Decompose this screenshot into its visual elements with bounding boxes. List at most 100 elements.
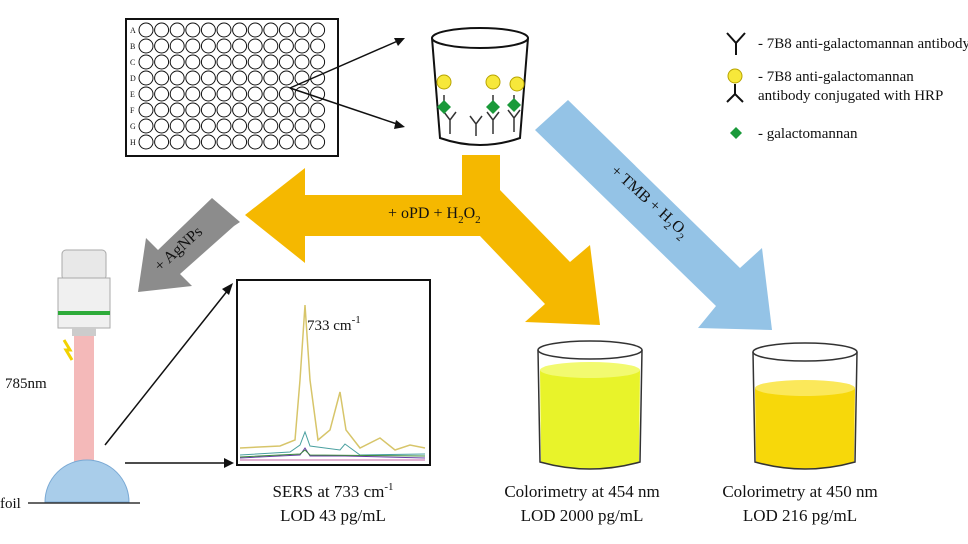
well	[263, 54, 279, 70]
droplet	[44, 459, 130, 503]
well	[138, 86, 154, 102]
arrow-head	[222, 283, 233, 295]
laser-beam	[74, 336, 94, 466]
beaker-opd	[537, 340, 643, 470]
well	[278, 86, 294, 102]
well	[263, 102, 279, 118]
foil-label: foil	[0, 496, 21, 512]
well	[247, 86, 263, 102]
well	[232, 70, 248, 86]
well	[138, 134, 154, 150]
well-cup	[431, 27, 529, 146]
well	[138, 102, 154, 118]
well	[263, 86, 279, 102]
well	[185, 134, 201, 150]
sers-arrows	[104, 289, 229, 464]
well	[138, 70, 154, 86]
tmb-lod: LOD 216 pg/mL	[743, 506, 857, 525]
label-part: -1	[384, 481, 393, 493]
well	[169, 86, 185, 102]
well	[247, 70, 263, 86]
tmb-arrow	[535, 100, 772, 330]
well	[200, 118, 216, 134]
well	[185, 118, 201, 134]
well	[169, 70, 185, 86]
objective	[57, 249, 111, 336]
label-part: 2	[458, 214, 464, 226]
well	[247, 54, 263, 70]
sers-lod: LOD 43 pg/mL	[280, 506, 386, 525]
label-part: SERS at 733 cm	[272, 482, 384, 501]
well	[216, 102, 232, 118]
well	[216, 70, 232, 86]
well	[247, 102, 263, 118]
well	[169, 134, 185, 150]
well	[154, 118, 170, 134]
well	[310, 118, 326, 134]
well	[232, 86, 248, 102]
well	[138, 54, 154, 70]
well	[263, 38, 279, 54]
row-label: D	[130, 74, 136, 83]
well	[138, 22, 154, 38]
well	[216, 86, 232, 102]
well	[294, 22, 310, 38]
well	[185, 54, 201, 70]
well	[200, 22, 216, 38]
antigen-icon	[730, 127, 742, 139]
well	[278, 118, 294, 134]
well	[278, 38, 294, 54]
label-part: O	[464, 205, 476, 222]
well	[232, 102, 248, 118]
arrow-head	[224, 458, 234, 468]
well	[200, 70, 216, 86]
row-label: H	[130, 138, 136, 147]
well	[154, 70, 170, 86]
well	[185, 38, 201, 54]
well	[154, 86, 170, 102]
well	[294, 118, 310, 134]
opd-arrow	[245, 155, 600, 325]
well	[232, 22, 248, 38]
well	[154, 38, 170, 54]
well	[278, 22, 294, 38]
label-part: 733 cm	[307, 318, 352, 334]
well	[185, 86, 201, 102]
well	[278, 134, 294, 150]
well	[263, 118, 279, 134]
well	[294, 54, 310, 70]
arrow-head	[394, 38, 405, 46]
well	[138, 38, 154, 54]
well	[247, 134, 263, 150]
well	[216, 134, 232, 150]
well	[216, 54, 232, 70]
well	[200, 38, 216, 54]
peak-label: 733 cm-1	[307, 314, 361, 334]
well	[278, 102, 294, 118]
spectrum-box	[236, 279, 431, 466]
laser-icon	[62, 339, 74, 361]
opd-lod: LOD 2000 pg/mL	[521, 506, 644, 525]
label-part: 2	[475, 214, 481, 226]
well	[200, 134, 216, 150]
well	[185, 102, 201, 118]
well	[185, 70, 201, 86]
well	[154, 134, 170, 150]
well	[294, 102, 310, 118]
agnps-arrow	[138, 198, 240, 292]
tmb-caption: Colorimetry at 450 nm	[722, 482, 877, 501]
legend-text: antibody conjugated with HRP	[758, 88, 943, 104]
well	[216, 118, 232, 134]
arrow-head	[394, 120, 405, 129]
well	[310, 54, 326, 70]
conjugate-icon	[726, 84, 744, 103]
well	[310, 22, 326, 38]
legend-text: - 7B8 anti-galactomannan antibody	[758, 36, 968, 52]
row-label: C	[130, 58, 135, 67]
well	[200, 86, 216, 102]
well	[169, 54, 185, 70]
well	[138, 118, 154, 134]
antibody-icon	[726, 32, 746, 55]
